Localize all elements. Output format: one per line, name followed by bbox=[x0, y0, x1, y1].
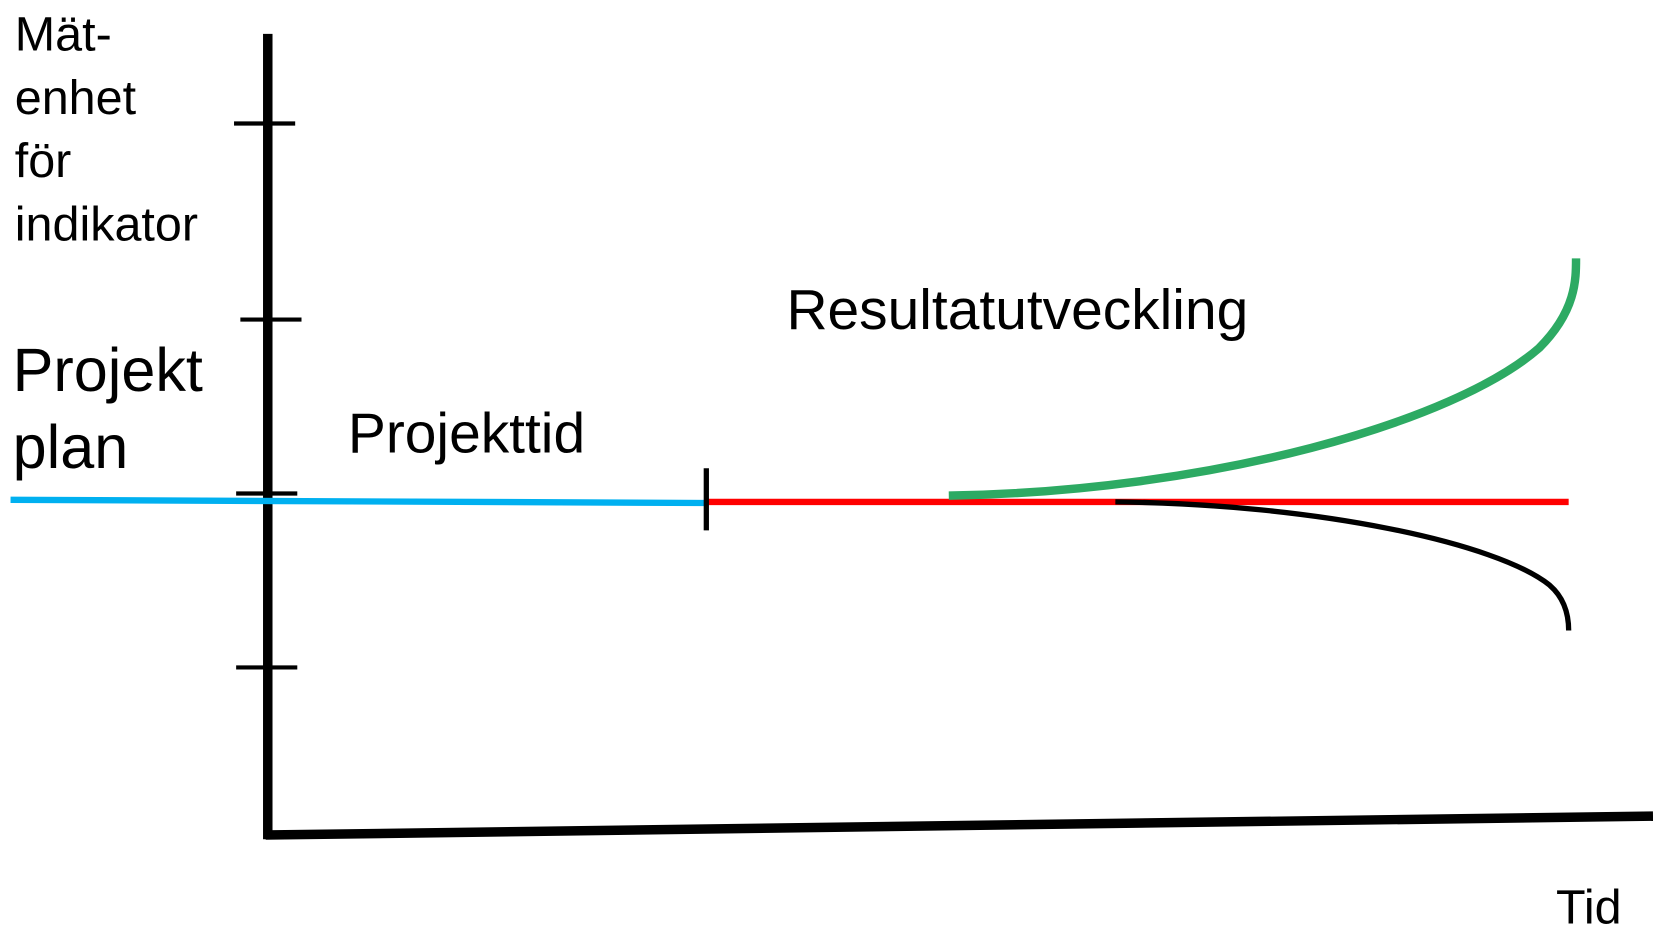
y-axis-label: för bbox=[15, 134, 72, 188]
plan-line bbox=[10, 496, 707, 507]
project-time-label: Projekttid bbox=[348, 401, 585, 465]
y-axis-label: enhet bbox=[15, 71, 137, 125]
y-axis-label: Mät- bbox=[15, 8, 112, 62]
x-axis bbox=[265, 811, 1653, 840]
result-label: Resultatutveckling bbox=[786, 278, 1248, 342]
negative-curve bbox=[1115, 499, 1572, 631]
plan-label: plan bbox=[13, 413, 129, 481]
plan-label: Projekt bbox=[13, 336, 203, 404]
x-axis-label: Tid bbox=[1556, 881, 1622, 929]
positive-curve bbox=[948, 258, 1581, 500]
y-axis-label: indikator bbox=[15, 197, 198, 251]
